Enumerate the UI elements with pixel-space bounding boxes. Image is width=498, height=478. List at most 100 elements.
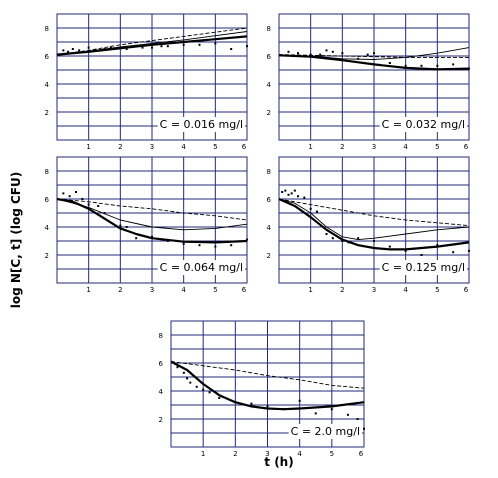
x-tick-label: 5 [435,143,439,151]
data-point [166,240,169,242]
x-tick-label: 1 [308,143,312,151]
y-tick-label: 2 [45,109,49,117]
y-tick-label: 6 [45,196,50,204]
concentration-annotation: C = 0.016 mg/l [160,118,243,131]
data-point [330,408,333,411]
y-tick-label: 6 [159,360,164,368]
data-point [319,53,322,56]
data-point [208,391,211,394]
data-point [198,43,201,46]
data-point [246,238,248,241]
data-point [298,399,301,402]
data-point [420,64,423,67]
data-point [87,46,90,49]
data-point [357,57,360,60]
series-line-thick [56,197,248,244]
data-point [436,244,439,247]
y-tick-label: 2 [267,252,271,260]
data-point [325,233,328,235]
data-point [331,50,334,53]
data-point [103,48,106,50]
data-point [62,192,65,195]
data-point [230,48,233,50]
data-point [316,210,318,213]
data-point [373,240,375,242]
x-tick-label: 1 [308,286,312,294]
y-tick-label: 8 [159,332,163,340]
data-point [125,48,128,50]
data-point [195,385,198,388]
data-point [202,388,205,391]
data-point [151,235,153,238]
x-tick-label: 2 [118,143,122,151]
data-point [182,242,185,245]
x-tick-label: 5 [213,286,217,294]
data-point [119,46,122,49]
y-tick-label: 2 [267,109,271,117]
series-line-thin [278,198,470,241]
plot-frame [170,320,365,448]
x-tick-label: 5 [330,450,334,458]
x-tick-label: 3 [265,450,269,458]
data-point [282,408,285,411]
data-point [331,237,334,240]
panel-5: 1 2 3 4 5 6 2 4 6 8 C = 2.0 mg/l [159,320,365,458]
y-tick-label: 2 [159,416,163,424]
data-point [420,254,423,256]
data-point [303,196,306,199]
concentration-annotation: C = 0.064 mg/l [160,261,243,274]
x-tick-label: 2 [340,286,344,294]
data-point [218,397,221,399]
data-point [97,205,100,207]
data-point [366,53,369,56]
y-tick-label: 8 [267,25,271,33]
data-point [297,52,299,55]
data-point [151,46,153,49]
data-point [198,244,201,247]
data-point [388,245,391,248]
series-line-thick [170,360,365,411]
series-line-thin [56,198,248,231]
data-point [388,62,391,64]
data-point [135,237,138,240]
data-point [71,48,74,50]
data-point [182,371,185,374]
data-point [356,418,359,420]
data-point [404,249,407,252]
plot-frame [278,156,470,284]
data-point [160,45,163,48]
series-line-thick [278,54,470,71]
data-point [166,45,169,48]
plot-frame [56,156,248,284]
data-point [468,249,470,252]
x-tick-label: 4 [181,286,186,294]
panels: 1 2 3 4 5 6 2 4 6 8 C = 0.016 mg/l 1 2 3 4 5 6 2 4 6 8 C = 0.… [45,13,470,458]
panel-2: 1 2 3 4 5 6 2 4 6 8 C = 0.032 mg/l [267,13,470,151]
y-tick-label: 4 [45,224,50,232]
x-axis-label: t (h) [264,455,293,469]
data-point [357,237,360,240]
series-line-dashed [56,198,248,221]
x-tick-label: 6 [242,143,247,151]
y-tick-label: 6 [267,53,272,61]
x-tick-label: 3 [372,286,376,294]
concentration-annotation: C = 2.0 mg/l [291,425,360,438]
annotation-bg [288,424,362,439]
data-point [246,45,248,48]
data-point [135,45,138,48]
data-point [325,49,328,52]
data-point [68,195,71,198]
plot-frame [278,13,470,141]
annotation-bg [379,117,467,132]
data-point [363,427,365,430]
data-point [346,413,349,416]
panel-3: 1 2 3 4 5 6 2 4 6 8 C = 0.064 mg/l [45,156,248,294]
x-tick-label: 6 [464,143,469,151]
x-tick-label: 6 [242,286,247,294]
data-point [373,52,375,55]
data-point [341,240,344,242]
data-point [125,226,128,228]
data-point [287,193,290,196]
y-tick-label: 4 [159,388,164,396]
